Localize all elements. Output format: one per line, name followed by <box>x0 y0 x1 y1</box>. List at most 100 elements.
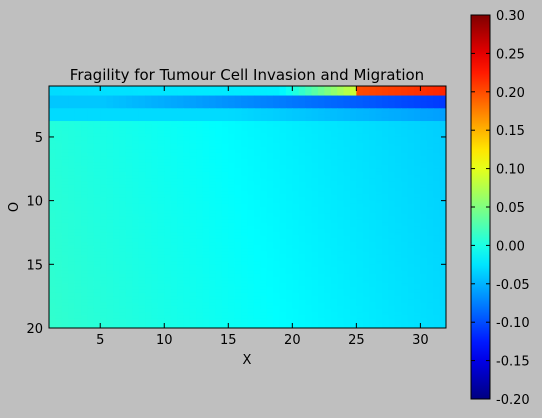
heatmap-cell <box>132 95 140 100</box>
heatmap-cell <box>407 248 415 253</box>
heatmap-cell <box>93 178 101 183</box>
heatmap-cell <box>164 210 172 214</box>
heatmap-cell <box>317 280 325 285</box>
heatmap-cell <box>81 175 89 179</box>
heatmap-cell <box>68 101 76 106</box>
heatmap-cell <box>394 146 402 151</box>
heatmap-cell <box>170 203 178 208</box>
heatmap-cell <box>234 299 242 304</box>
heatmap-cell <box>317 245 325 249</box>
heatmap-cell <box>55 175 63 179</box>
heatmap-cell <box>189 248 197 253</box>
heatmap-cell <box>228 308 236 313</box>
heatmap-cell <box>349 108 357 113</box>
heatmap-cell <box>375 152 383 157</box>
heatmap-cell <box>298 156 306 160</box>
heatmap-cell <box>439 296 446 300</box>
heatmap-cell <box>81 181 89 186</box>
heatmap-cell <box>183 121 191 125</box>
heatmap-cell <box>349 283 357 288</box>
heatmap-cell <box>253 136 261 141</box>
heatmap-cell <box>157 146 165 151</box>
heatmap-cell <box>433 108 441 113</box>
heatmap-cell <box>215 286 223 291</box>
heatmap-cell <box>215 292 223 297</box>
heatmap-cell <box>196 216 204 221</box>
heatmap-cell <box>177 124 185 128</box>
heatmap-cell <box>337 210 345 214</box>
heatmap-cell <box>381 242 389 246</box>
heatmap-cell <box>401 213 409 218</box>
heatmap-cell <box>55 289 63 294</box>
heatmap-cell <box>234 283 242 288</box>
heatmap-cell <box>426 187 434 192</box>
heatmap-cell <box>247 92 255 97</box>
heatmap-cell <box>125 194 133 199</box>
heatmap-cell <box>202 101 210 106</box>
heatmap-cell <box>87 130 95 135</box>
heatmap-cell <box>426 302 434 307</box>
heatmap-cell <box>375 296 383 300</box>
heatmap-cell <box>119 143 127 148</box>
heatmap-cell <box>177 98 185 103</box>
heatmap-cell <box>369 283 377 288</box>
heatmap-cell <box>100 248 108 253</box>
heatmap-cell <box>337 194 345 199</box>
heatmap-cell <box>394 89 402 93</box>
heatmap-cell <box>202 213 210 218</box>
heatmap-cell <box>420 273 428 278</box>
heatmap-cell <box>234 308 242 313</box>
heatmap-cell <box>330 216 338 221</box>
heatmap-cell <box>381 254 389 259</box>
heatmap-cell <box>369 299 377 304</box>
heatmap-cell <box>356 270 364 275</box>
heatmap-cell <box>343 251 351 256</box>
heatmap-cell <box>61 312 69 316</box>
heatmap-cell <box>61 302 69 307</box>
heatmap-cell <box>215 86 223 90</box>
heatmap-cell <box>113 238 121 243</box>
heatmap-cell <box>215 264 223 269</box>
heatmap-cell <box>253 251 261 256</box>
heatmap-cell <box>87 299 95 304</box>
heatmap-cell <box>170 200 178 205</box>
heatmap-cell <box>74 108 82 113</box>
heatmap-cell <box>356 299 364 304</box>
heatmap-cell <box>273 121 281 125</box>
heatmap-cell <box>221 165 229 170</box>
heatmap-cell <box>228 194 236 199</box>
heatmap-cell <box>202 89 210 93</box>
heatmap-cell <box>439 121 446 125</box>
heatmap-cell <box>413 171 421 176</box>
heatmap-cell <box>68 232 76 237</box>
heatmap-cell <box>151 261 159 265</box>
heatmap-cell <box>132 105 140 109</box>
heatmap-cell <box>330 143 338 148</box>
heatmap-cell <box>407 216 415 221</box>
heatmap-cell <box>388 117 396 122</box>
heatmap-cell <box>106 178 114 183</box>
heatmap-cell <box>196 292 204 297</box>
heatmap-cell <box>439 95 446 100</box>
heatmap-cell <box>330 210 338 214</box>
heatmap-cell <box>413 270 421 275</box>
heatmap-cell <box>401 273 409 278</box>
heatmap-cell <box>413 152 421 157</box>
heatmap-cell <box>132 235 140 240</box>
heatmap-cell <box>68 213 76 218</box>
heatmap-cell <box>247 261 255 265</box>
heatmap-cell <box>298 248 306 253</box>
heatmap-cell <box>420 184 428 189</box>
heatmap-cell <box>189 254 197 259</box>
heatmap-cell <box>241 305 249 310</box>
heatmap-cell <box>375 89 383 93</box>
heatmap-cell <box>132 156 140 160</box>
heatmap-cell <box>209 267 217 272</box>
heatmap-cell <box>279 178 287 183</box>
heatmap-cell <box>81 270 89 275</box>
heatmap-cell <box>305 238 313 243</box>
heatmap-cell <box>183 159 191 164</box>
heatmap-cell <box>170 92 178 97</box>
heatmap-cell <box>132 124 140 128</box>
heatmap-cell <box>125 117 133 122</box>
